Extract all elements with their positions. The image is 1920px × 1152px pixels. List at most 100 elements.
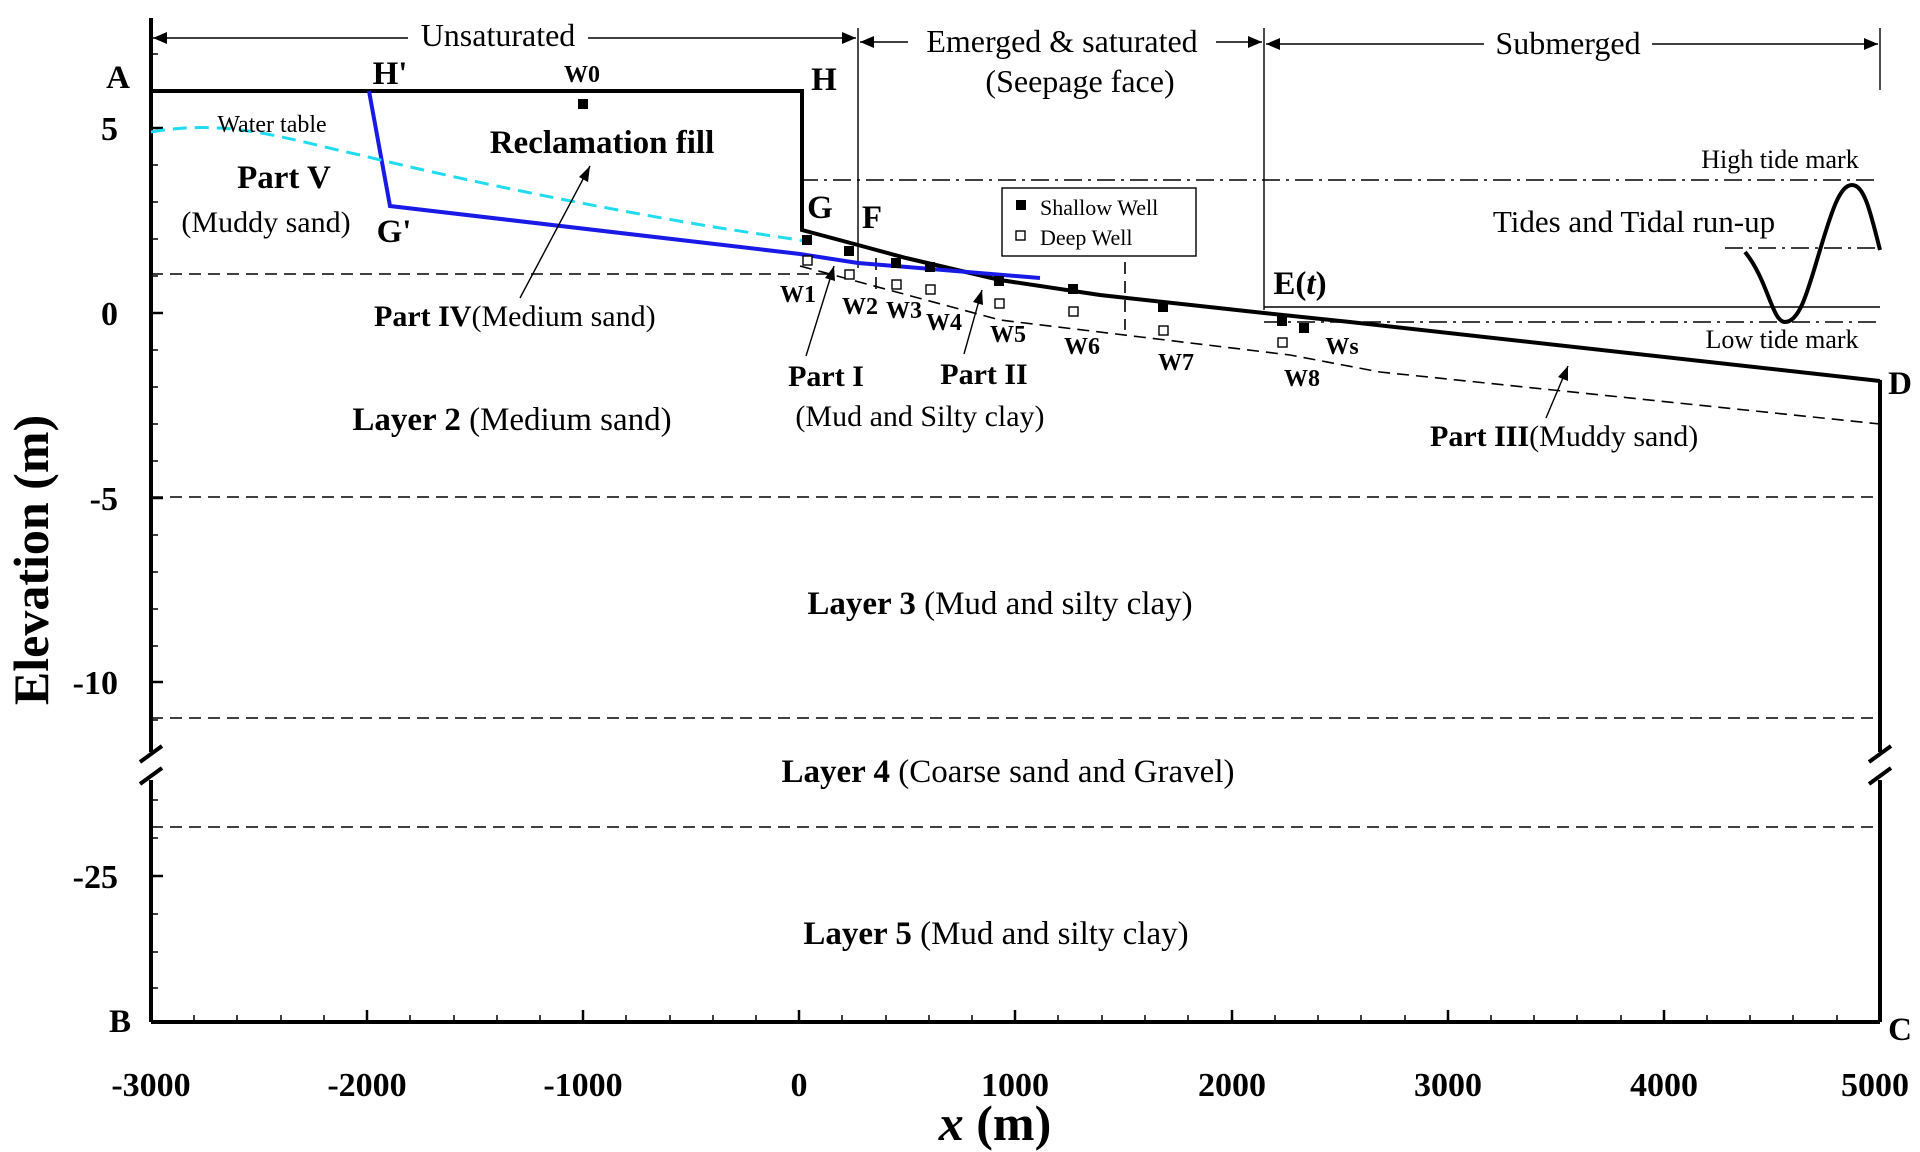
well-ws-shallow — [1299, 323, 1309, 333]
part-v-label: Part V — [237, 160, 331, 196]
right-axis-break-mark — [1867, 744, 1893, 786]
part-ii-arrowhead — [973, 290, 983, 305]
x-minor-ticks — [193, 1015, 1838, 1022]
parts-i-ii-material: (Mud and Silty clay) — [795, 400, 1044, 433]
part-iv-arrowhead — [579, 166, 590, 182]
well-w3-shallow — [891, 258, 901, 268]
layer-4-material: (Coarse sand and Gravel) — [890, 754, 1235, 790]
legend-shallow-label: Shallow Well — [1040, 195, 1158, 220]
layer-2-material: (Medium sand) — [461, 402, 672, 438]
well-markers — [578, 99, 1309, 348]
x-axis-title-unit: (m) — [964, 1095, 1051, 1151]
point-e-t: t — [1306, 266, 1316, 302]
layer-5-material: (Mud and silty clay) — [912, 916, 1189, 952]
well-label: W4 — [926, 310, 962, 336]
well-w3-deep — [891, 279, 902, 290]
point-c-label: C — [1888, 1012, 1912, 1048]
x-tick-label: 2000 — [1198, 1067, 1266, 1104]
x-tick-label: 1000 — [981, 1067, 1049, 1104]
well-w2-shallow — [844, 246, 854, 256]
y-minor-ticks — [151, 53, 158, 989]
y-axis-title: Elevation (m) — [3, 415, 59, 705]
low-tide-label: Low tide mark — [1705, 325, 1858, 354]
well-label: W7 — [1158, 350, 1194, 376]
layer-3-material: (Mud and silty clay) — [916, 586, 1193, 622]
well-w1-deep — [802, 255, 813, 266]
well-w6-deep — [1068, 306, 1079, 317]
well-w8-shallow — [1277, 316, 1287, 326]
part-i-label: Part I — [788, 360, 864, 393]
well-label: W5 — [990, 322, 1026, 348]
x-axis-title-var: x — [938, 1095, 964, 1151]
well-label: W8 — [1284, 366, 1320, 392]
well-w0-shallow — [578, 99, 588, 109]
well-label: Ws — [1325, 334, 1358, 360]
well-w6-shallow — [1068, 284, 1078, 294]
part-iv-pointer — [519, 165, 591, 299]
water-table-label: Water table — [217, 112, 326, 138]
x-tick-label: 3000 — [1414, 1067, 1482, 1104]
reclamation-fill-boundary — [367, 90, 1041, 280]
shallow-well-marker — [1016, 200, 1026, 210]
well-w4-deep — [925, 284, 936, 295]
part-iii-label: Part III(Muddy sand) — [1430, 420, 1698, 453]
y-tick-label: -10 — [73, 665, 118, 702]
x-tick-marks — [149, 1010, 1882, 1022]
x-tick-label: -2000 — [327, 1067, 406, 1104]
x-tick-label: 0 — [791, 1067, 808, 1104]
layer-2-label: Layer 2 (Medium sand) — [352, 402, 671, 438]
layer-4-name: Layer 4 — [781, 754, 889, 790]
well-w5-deep — [994, 298, 1005, 309]
point-e-text: E( — [1273, 266, 1306, 302]
tides-label: Tides and Tidal run-up — [1493, 204, 1775, 239]
point-g-label: G — [807, 190, 833, 226]
region-submerged-label: Submerged — [1495, 25, 1640, 61]
point-d-label: D — [1888, 366, 1912, 402]
part-iii-arrowhead — [1558, 366, 1568, 381]
well-label: W0 — [564, 62, 600, 88]
point-b-label: B — [109, 1004, 131, 1040]
well-label: W6 — [1064, 334, 1100, 360]
part-iv-name: Part IV — [374, 300, 472, 333]
layer-5-name: Layer 5 — [803, 916, 911, 952]
well-w7-deep — [1158, 325, 1169, 336]
y-tick-label: 5 — [101, 111, 118, 148]
y-tick-label: -25 — [73, 859, 118, 896]
region-dividers — [150, 28, 1881, 310]
x-tick-label: 4000 — [1630, 1067, 1698, 1104]
well-labels: W0 W1 W2 W3 W4 W5 W6 W7 W8 Ws — [564, 62, 1359, 392]
part-iii-material: (Muddy sand) — [1529, 420, 1698, 453]
region-emerged-label: Emerged & saturated — [926, 23, 1197, 59]
point-h-prime-label: H' — [373, 56, 408, 92]
part-iii-name: Part III — [1430, 420, 1529, 453]
x-tick-label: -1000 — [543, 1067, 622, 1104]
layer-4-label: Layer 4 (Coarse sand and Gravel) — [781, 754, 1234, 790]
layer-3-name: Layer 3 — [807, 586, 915, 622]
axes-frame — [138, 18, 1893, 1024]
point-g-prime-label: G' — [377, 214, 412, 250]
x-axis-title: x (m) — [938, 1095, 1051, 1151]
water-table-line — [150, 126, 813, 244]
x-tick-label: 5000 — [1841, 1067, 1909, 1104]
deep-well-marker — [1015, 230, 1026, 241]
point-e-label: E(t) — [1273, 266, 1326, 302]
layer-5-label: Layer 5 (Mud and silty clay) — [803, 916, 1188, 952]
legend-deep-label: Deep Well — [1040, 225, 1133, 250]
point-e-close: ) — [1316, 266, 1327, 302]
point-f-label: F — [862, 200, 882, 236]
part-iii-base — [799, 265, 1881, 425]
region-seepage-face-label: (Seepage face) — [985, 63, 1174, 99]
part-iv-label: Part IV(Medium sand) — [374, 300, 656, 333]
well-label: W3 — [886, 298, 922, 324]
well-w5-shallow — [994, 276, 1004, 286]
y-tick-marks — [151, 126, 163, 878]
well-w8-deep — [1277, 337, 1288, 348]
well-w2-deep — [844, 269, 855, 280]
legend-box — [1001, 187, 1197, 257]
part-i-pointer — [805, 265, 835, 357]
x-tick-label: -3000 — [111, 1067, 190, 1104]
y-tick-label: -5 — [90, 481, 118, 518]
y-tick-label: 0 — [101, 296, 118, 333]
region-arrows — [153, 32, 1878, 50]
well-w1-shallow — [802, 235, 812, 245]
